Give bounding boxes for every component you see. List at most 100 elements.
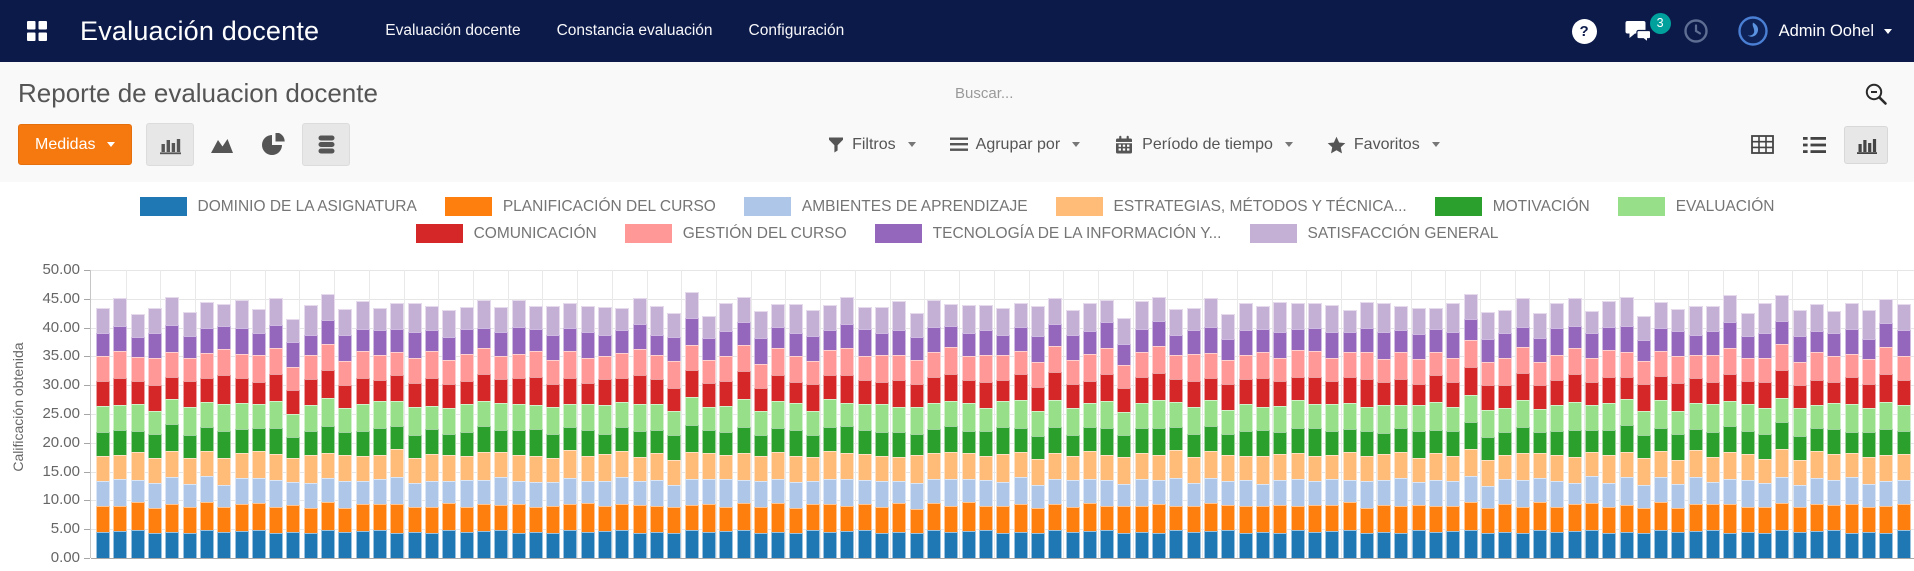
stacked-bar[interactable] [1446,270,1461,558]
legend-item[interactable]: DOMINIO DE LA ASIGNATURA [139,197,417,216]
activities-button[interactable] [1683,18,1709,44]
legend-item[interactable]: EVALUACIÓN [1617,197,1775,216]
stacked-bar[interactable] [442,270,457,558]
stacked-bar[interactable] [978,270,993,558]
stacked-bar[interactable] [528,270,543,558]
stacked-bar[interactable] [944,270,959,558]
stacked-bar[interactable] [1723,270,1738,558]
stacked-bar[interactable] [650,270,664,558]
stacked-bar[interactable] [1740,270,1755,558]
stacked-bar[interactable] [1377,270,1392,558]
group-by-dropdown[interactable]: Agrupar por [949,136,1081,154]
legend-item[interactable]: AMBIENTES DE APRENDIZAJE [743,197,1028,216]
stacked-bar[interactable] [1065,270,1080,558]
stacked-bar[interactable] [1636,270,1651,558]
stacked-bar[interactable] [1567,270,1582,558]
favorites-dropdown[interactable]: Favoritos [1327,136,1440,154]
messages-button[interactable]: 3 [1625,12,1671,44]
area-chart-toggle[interactable] [198,123,246,166]
stacked-bar[interactable] [1117,270,1132,558]
stacked-bar[interactable] [1896,270,1911,558]
stacked-bar[interactable] [909,270,924,558]
legend-item[interactable]: TECNOLOGÍA DE LA INFORMACIÓN Y... [874,224,1222,243]
stacked-bar[interactable] [476,270,491,558]
search-input[interactable] [953,84,1850,103]
filters-dropdown[interactable]: Filtros [828,136,916,154]
stacked-bar[interactable] [303,270,318,558]
stacked-bar[interactable] [1048,270,1063,558]
stacked-bar[interactable] [321,270,336,558]
stacked-bar[interactable] [338,270,353,558]
stacked-bar[interactable] [857,270,872,558]
stacked-bar[interactable] [1186,270,1201,558]
stacked-bar[interactable] [961,270,976,558]
legend-item[interactable]: COMUNICACIÓN [415,224,597,243]
stacked-bar[interactable] [805,270,820,558]
stacked-bar[interactable] [1532,270,1547,558]
stacked-bar[interactable] [563,270,578,558]
stacked-bar[interactable] [1481,270,1495,558]
stacked-bar[interactable] [286,270,301,558]
bar-chart-toggle[interactable] [146,123,195,166]
stacked-bar[interactable] [927,270,941,558]
stacked-bar[interactable] [1238,270,1253,558]
measures-button[interactable]: Medidas [18,124,133,165]
legend-item[interactable]: SATISFACCIÓN GENERAL [1249,224,1498,243]
stacked-bar[interactable] [1498,270,1513,558]
stacked-bar[interactable] [1273,270,1288,558]
stacked-bar[interactable] [1827,270,1842,558]
pivot-view-button[interactable] [1740,126,1784,164]
stacked-bar[interactable] [1100,270,1115,558]
stacked-bar[interactable] [1204,270,1218,558]
stacked-bar[interactable] [1152,270,1167,558]
stacked-bar[interactable] [511,270,526,558]
stacked-bar[interactable] [355,270,370,558]
menu-item-evaluacion-docente[interactable]: Evaluación docente [385,22,521,39]
search-icon[interactable] [1864,82,1888,106]
stacked-bar[interactable] [1255,270,1270,558]
stacked-bar[interactable] [632,270,647,558]
stacked-bar[interactable] [1809,270,1824,558]
stacked-bar[interactable] [1688,270,1703,558]
stacked-bar[interactable] [1515,270,1530,558]
stacked-bar[interactable] [892,270,907,558]
stacked-bar[interactable] [788,270,803,558]
stacked-bar[interactable] [1619,270,1634,558]
stacked-bar[interactable] [1411,270,1426,558]
stacked-bar[interactable] [823,270,838,558]
stacked-bar[interactable] [1792,270,1807,558]
legend-item[interactable]: ESTRATEGIAS, MÉTODOS Y TÉCNICA... [1055,197,1407,216]
stacked-bar[interactable] [1030,270,1045,558]
stacked-toggle[interactable] [302,123,351,166]
stacked-bar[interactable] [1013,270,1028,558]
stacked-bar[interactable] [1584,270,1599,558]
stacked-bar[interactable] [96,270,110,558]
stacked-bar[interactable] [147,270,162,558]
stacked-bar[interactable] [667,270,682,558]
stacked-bar[interactable] [771,270,786,558]
stacked-bar[interactable] [251,270,266,558]
stacked-bar[interactable] [1429,270,1444,558]
stacked-bar[interactable] [1775,270,1790,558]
stacked-bar[interactable] [684,270,699,558]
stacked-bar[interactable] [1221,270,1236,558]
help-icon[interactable]: ? [1571,18,1597,44]
stacked-bar[interactable] [407,270,422,558]
stacked-bar[interactable] [580,270,595,558]
stacked-bar[interactable] [1654,270,1669,558]
stacked-bar[interactable] [1463,270,1478,558]
stacked-bar[interactable] [1550,270,1565,558]
stacked-bar[interactable] [459,270,474,558]
stacked-bar[interactable] [753,270,768,558]
stacked-bar[interactable] [234,270,249,558]
stacked-bar[interactable] [1082,270,1097,558]
stacked-bar[interactable] [1134,270,1149,558]
stacked-bar[interactable] [546,270,561,558]
stacked-bar[interactable] [996,270,1011,558]
legend-item[interactable]: MOTIVACIÓN [1434,197,1590,216]
stacked-bar[interactable] [875,270,890,558]
legend-item[interactable]: PLANIFICACIÓN DEL CURSO [444,197,716,216]
stacked-bar[interactable] [269,270,284,558]
stacked-bar[interactable] [1290,270,1305,558]
stacked-bar[interactable] [1342,270,1357,558]
